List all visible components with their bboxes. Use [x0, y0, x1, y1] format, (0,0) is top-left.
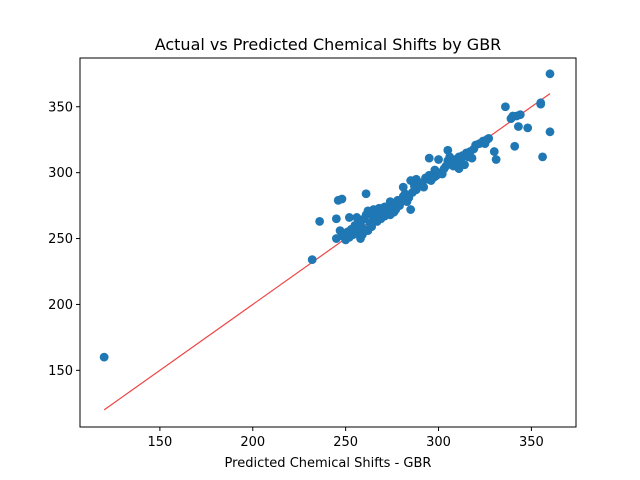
data-point [99, 352, 109, 362]
data-point [361, 189, 371, 199]
data-point [536, 98, 546, 108]
x-tick-label: 150 [147, 435, 172, 450]
data-point [523, 123, 533, 133]
y-tick-label: 200 [48, 298, 73, 313]
data-point [315, 217, 325, 226]
x-tick-label: 350 [519, 435, 544, 450]
x-axis-label: Predicted Chemical Shifts - GBR [225, 456, 432, 471]
data-point [443, 145, 453, 155]
data-point [510, 141, 520, 151]
data-point [367, 222, 377, 232]
data-point [489, 147, 499, 156]
data-point [434, 155, 443, 164]
data-point [514, 122, 523, 131]
data-point [344, 213, 354, 222]
data-point [515, 110, 525, 120]
x-axis-ticks: 150 200 250 300 350 [147, 427, 544, 450]
data-point [491, 155, 501, 164]
data-point [406, 205, 416, 214]
chart-title: Actual vs Predicted Chemical Shifts by G… [155, 35, 502, 54]
points-layer [99, 69, 555, 362]
y-tick-label: 250 [48, 232, 73, 247]
data-point [424, 153, 434, 163]
data-point [501, 102, 510, 112]
y-tick-label: 350 [48, 100, 73, 115]
x-tick-label: 200 [240, 435, 265, 450]
data-point [337, 194, 347, 204]
data-point [538, 152, 547, 162]
data-point [419, 182, 429, 192]
y-tick-label: 150 [48, 364, 73, 379]
y-axis-ticks: 150 200 250 300 350 [48, 100, 80, 379]
data-point [545, 69, 555, 79]
data-point [398, 182, 408, 192]
x-tick-label: 250 [333, 435, 358, 450]
data-point [545, 127, 555, 137]
data-point [331, 214, 341, 224]
data-point [484, 133, 494, 143]
data-point [460, 160, 469, 170]
x-tick-label: 300 [426, 435, 451, 450]
plot-frame [79, 57, 577, 428]
y-tick-label: 300 [48, 166, 73, 181]
data-point [307, 255, 317, 265]
data-point [467, 153, 477, 163]
